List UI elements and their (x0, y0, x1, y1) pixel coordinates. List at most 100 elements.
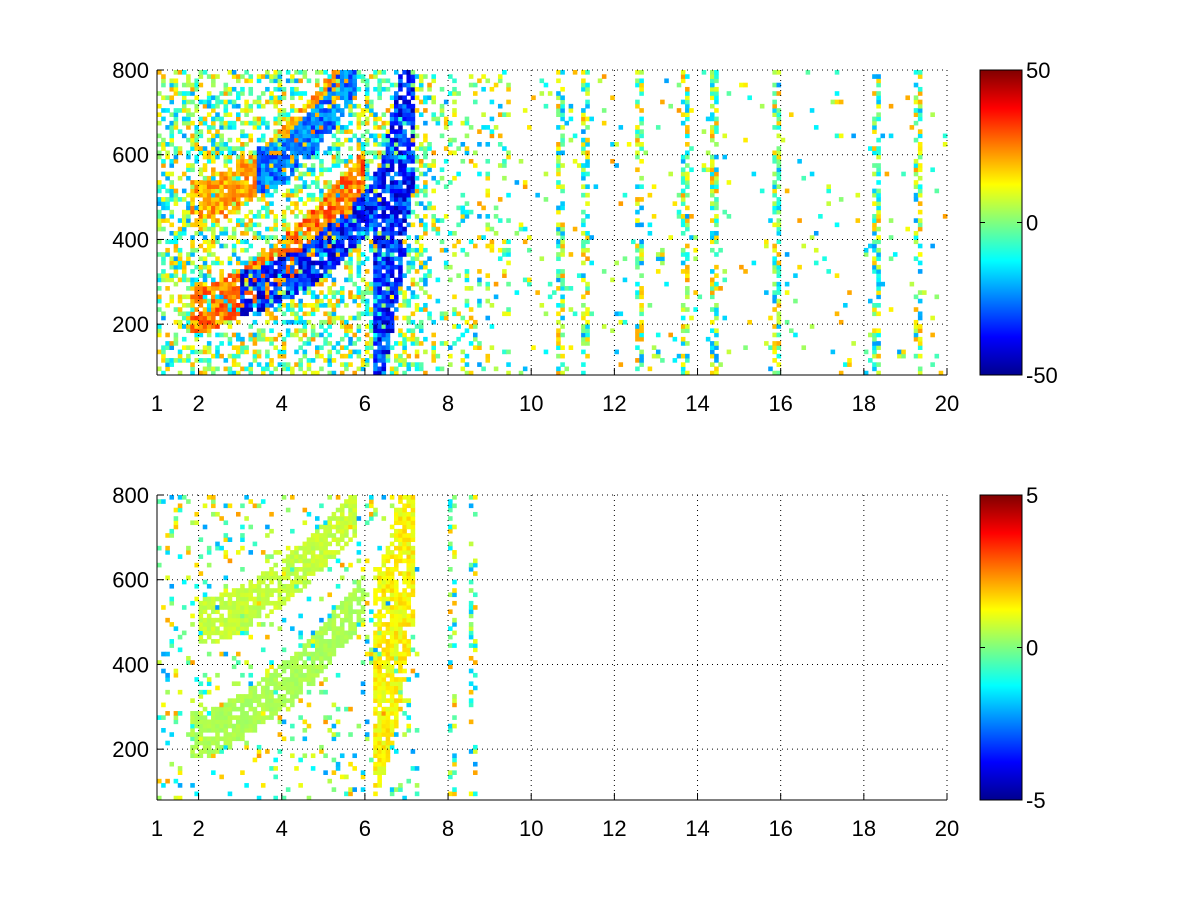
heatmap-cell (581, 332, 586, 338)
heatmap-cell (198, 732, 204, 737)
heatmap-cell (876, 235, 881, 240)
heatmap-cell (315, 281, 320, 287)
heatmap-cell (211, 622, 216, 627)
heatmap-cell (202, 235, 208, 240)
heatmap-cell (768, 345, 773, 350)
heatmap-cell (369, 281, 374, 287)
heatmap-cell (356, 235, 362, 240)
heatmap-cell (581, 86, 586, 92)
heatmap-cell (223, 723, 229, 729)
heatmap-cell (394, 142, 399, 147)
heatmap-cell (381, 294, 387, 300)
heatmap-cell (714, 252, 719, 257)
heatmap-cell (273, 167, 278, 173)
heatmap-cell (290, 116, 295, 122)
heatmap-cell (518, 222, 524, 228)
heatmap-cell (206, 290, 212, 295)
heatmap-cell (319, 264, 324, 270)
heatmap-cell (593, 184, 599, 190)
heatmap-cell (327, 95, 333, 101)
heatmap-cell (872, 247, 877, 253)
heatmap-cell (560, 269, 565, 274)
heatmap-cell (714, 311, 719, 317)
heatmap-cell (190, 324, 195, 329)
heatmap-cell (306, 120, 312, 126)
heatmap-cell (385, 247, 391, 253)
heatmap-cell (244, 247, 249, 253)
heatmap-cell (468, 315, 474, 321)
heatmap-cell (231, 664, 237, 670)
heatmap-cell (240, 277, 245, 283)
heatmap-cell (381, 362, 387, 367)
heatmap-cell (165, 154, 170, 160)
heatmap-cell (356, 328, 362, 334)
heatmap-cell (431, 341, 436, 346)
heatmap-cell (689, 235, 694, 240)
heatmap-cell (319, 558, 324, 564)
heatmap-cell (714, 175, 719, 181)
heatmap-cell (460, 142, 466, 147)
heatmap-cell (764, 341, 769, 346)
heatmap-cell (639, 158, 644, 164)
heatmap-cell (236, 723, 241, 729)
heatmap-cell (323, 260, 328, 266)
heatmap-cell (473, 319, 478, 325)
heatmap-cell (427, 201, 432, 206)
heatmap-cells (157, 70, 948, 376)
heatmap-cell (265, 142, 270, 147)
heatmap-cell (277, 749, 283, 754)
heatmap-cell (194, 222, 199, 228)
heatmap-cell (302, 256, 308, 262)
heatmap-cell (680, 214, 686, 219)
heatmap-cell (327, 125, 333, 130)
heatmap-cell (215, 235, 220, 240)
heatmap-cell (302, 753, 308, 759)
heatmap-cell (269, 702, 274, 708)
heatmap-cell (157, 142, 162, 147)
heatmap-cell (323, 78, 328, 84)
heatmap-cell (194, 78, 199, 84)
heatmap-cell (169, 264, 175, 270)
heatmap-cell (269, 622, 274, 627)
heatmap-cell (211, 82, 216, 88)
heatmap-cell (448, 264, 453, 270)
heatmap-cell (560, 362, 565, 367)
heatmap-cell (913, 95, 919, 101)
heatmap-cell (435, 180, 441, 185)
heatmap-cell (884, 171, 890, 177)
heatmap-cell (344, 163, 349, 168)
heatmap-cell (348, 328, 353, 334)
heatmap-cell (876, 150, 881, 156)
heatmap-cell (319, 91, 324, 96)
heatmap-cell (481, 366, 486, 372)
heatmap-cell (165, 362, 170, 367)
heatmap-cell (290, 209, 295, 215)
heatmap-cell (751, 171, 757, 177)
heatmap-cell (161, 651, 166, 657)
heatmap-cell (169, 184, 175, 190)
heatmap-cell (776, 222, 782, 228)
heatmap-cell (377, 230, 382, 236)
heatmap-cell (240, 702, 245, 708)
heatmap-cell (327, 324, 333, 329)
heatmap-cell (834, 91, 840, 96)
heatmap-cell (452, 307, 457, 312)
heatmap-cell (331, 103, 337, 109)
heatmap-cell (285, 571, 291, 576)
heatmap-cell (423, 302, 428, 308)
heatmap-cell (202, 256, 208, 262)
heatmap-cell (302, 214, 308, 219)
heatmap-cell (373, 328, 378, 334)
heatmap-cell (373, 125, 378, 130)
heatmap-cell (294, 256, 299, 262)
heatmap-cell (277, 70, 283, 75)
heatmap-cell (772, 201, 777, 206)
heatmap-cell (431, 188, 436, 194)
heatmap-cell (240, 345, 245, 350)
heatmap-cell (685, 125, 690, 130)
heatmap-cell (198, 167, 204, 173)
heatmap-cell (327, 201, 333, 206)
heatmap-cell (369, 184, 374, 190)
heatmap-cell (215, 133, 220, 139)
heatmap-cell (198, 99, 204, 105)
